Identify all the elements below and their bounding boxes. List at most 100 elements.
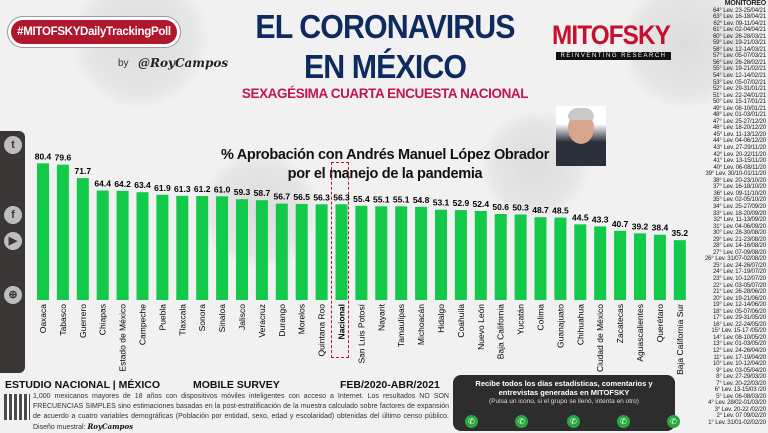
monitoreo-item: 12° Lev. 24-26/04/20 [712, 346, 766, 354]
monitoreo-item: 51° Lev. 22-24/01/21 [712, 91, 766, 99]
whatsapp-icon[interactable]: ✆ [667, 415, 680, 428]
monitoreo-item: 31° Lev. 04-06/09/20 [712, 222, 766, 230]
web-icon[interactable]: ⊕ [4, 286, 22, 304]
category-label: Morelos [297, 304, 307, 334]
category-label: Oaxaca [38, 304, 48, 334]
value-label: 61.9 [154, 183, 171, 193]
category-label: Hidalgo [436, 304, 446, 333]
whatsapp-icon[interactable]: ✆ [567, 415, 580, 428]
monitoreo-item: 30° Lev. 28-30/08/20 [712, 229, 766, 237]
qr-code[interactable] [4, 394, 30, 420]
monitoreo-item: 55° Lev. 19-21/02/21 [712, 65, 766, 73]
bar-durango [275, 203, 288, 300]
category-label: Aguascalientes [635, 304, 645, 362]
monitoreo-item: 50° Lev. 15-17/01/21 [712, 98, 766, 106]
category-label: Jalisco [237, 304, 247, 330]
category-label: Michoacán [416, 304, 426, 345]
footer-dates: FEB/2020-ABR/2021 [340, 379, 440, 391]
author-signature: @RoyCampos [138, 56, 229, 70]
monitoreo-item: 44° Lev. 04-06/12/20 [712, 137, 766, 145]
bar-aguascalientes [634, 233, 646, 300]
bar-estado-de-méxico [116, 190, 129, 300]
monitoreo-item: 45° Lev. 11-13/12/20 [713, 130, 766, 138]
bar-tlaxcala [176, 195, 189, 300]
monitoreo-item: 8° Lev. 27-29/03/20 [716, 373, 766, 381]
bar-san-luis-potosí [355, 205, 368, 300]
page-title-line2: EN MÉXICO [303, 48, 467, 85]
promo-text: Recibe todos los días estadísticas, come… [475, 379, 653, 397]
category-label: Nacional [337, 304, 347, 339]
value-label: 64.4 [94, 179, 111, 189]
value-label: 58.7 [254, 188, 271, 198]
monitoreo-item: 39° Lev. 30/10-01/11/20 [705, 170, 766, 178]
by-label: by [118, 58, 129, 69]
monitoreo-item: 57° Lev. 05-07/03/21 [712, 52, 766, 60]
value-label: 79.6 [55, 153, 72, 163]
monitoreo-item: 35° Lev. 02-05/10/20 [712, 196, 766, 204]
bar-querétaro [653, 234, 666, 300]
bar-nayarit [375, 206, 388, 300]
monitoreo-item: 52° Lev. 29-31/01/21 [712, 85, 766, 93]
bar-sinaloa [216, 196, 229, 300]
value-label: 55.1 [393, 194, 410, 204]
value-label: 48.7 [532, 205, 549, 215]
monitoreo-item: 53° Lev. 05-07/02/21 [712, 78, 766, 86]
value-label: 39.2 [632, 221, 649, 231]
monitoreo-item: 56° Lev. 26-28/02/21 [712, 58, 766, 66]
bar-colima [534, 217, 547, 300]
category-label: Campeche [138, 304, 148, 345]
value-label: 40.7 [612, 219, 629, 229]
youtube-icon[interactable]: ▶ [4, 232, 22, 250]
facebook-icon[interactable]: f [4, 206, 22, 224]
bar-sonora [196, 195, 209, 300]
monitoreo-item: 64° Lev. 23-25/04/21 [712, 6, 766, 14]
president-photo [556, 106, 606, 166]
chart-title-line2: por el manejo de la pandemia [287, 166, 483, 182]
monitoreo-item: 24° Lev. 17-19/07/20 [712, 268, 766, 276]
value-label: 50.3 [512, 202, 529, 212]
value-label: 63.4 [134, 180, 151, 190]
bar-puebla [156, 194, 169, 300]
monitoreo-item: 5° Lev. 06-08/03/20 [716, 392, 766, 400]
value-label: 38.4 [652, 223, 669, 233]
whatsapp-icon[interactable]: ✆ [617, 415, 630, 428]
monitoreo-item: 40° Lev. 06-08/11/20 [713, 163, 766, 171]
monitoreo-item: 28° Lev. 14-16/08/20 [712, 242, 766, 250]
category-label: Zacatecas [615, 304, 625, 343]
value-label: 44.5 [572, 212, 589, 222]
monitoreo-item: 27° Lev. 07-09/08/20 [712, 248, 766, 256]
monitoreo-item: 11° Lev. 17-19/04/20 [713, 353, 766, 361]
monitoreo-item: 59° Lev. 19-21/03/21 [712, 39, 766, 47]
value-label: 50.6 [492, 202, 509, 212]
monitoreo-item: 20° Lev. 19-21/06/20 [712, 294, 766, 302]
monitoreo-item: 32° Lev. 11-13/09/20 [713, 216, 766, 224]
bar-campeche [136, 192, 149, 300]
monitoreo-item: 43° Lev. 27-29/11/20 [713, 144, 766, 152]
value-label: 61.0 [214, 184, 231, 194]
value-label: 56.5 [293, 192, 310, 202]
whatsapp-icon[interactable]: ✆ [515, 415, 528, 428]
bar-guanajuato [554, 217, 567, 300]
monitoreo-heading: MONITOREO [724, 0, 766, 7]
bar-guerrero [76, 178, 89, 300]
bar-veracruz [255, 200, 268, 300]
monitoreo-item: 23° Lev. 10-12/07/20 [712, 274, 766, 282]
monitoreo-item: 49° Lev. 08-10/01/21 [712, 104, 766, 112]
bar-hidalgo [435, 209, 447, 300]
chart-title: % Aprobación con Andrés Manuel López Obr… [220, 147, 550, 163]
twitter-icon[interactable]: t [4, 136, 22, 154]
whatsapp-promo: Recibe todos los días estadísticas, come… [453, 375, 680, 431]
whatsapp-icon[interactable]: ✆ [465, 415, 478, 428]
monitoreo-item: 60° Lev. 26-28/03/21 [712, 32, 766, 40]
category-label: Puebla [157, 304, 167, 331]
value-label: 59.3 [234, 187, 251, 197]
bar-ciudad-de-méxico [594, 226, 607, 300]
monitoreo-item: 29° Lev. 21-23/08/20 [712, 235, 766, 243]
footer-study: ESTUDIO NACIONAL | MÉXICO [5, 379, 161, 391]
bar-oaxaca [37, 163, 49, 300]
promo-brand: MITOFSKY [590, 388, 630, 397]
bar-yucatán [514, 214, 527, 300]
brand-tagline: REINVENTING RESEARCH [556, 52, 671, 60]
category-label: Chiapas [98, 304, 108, 335]
